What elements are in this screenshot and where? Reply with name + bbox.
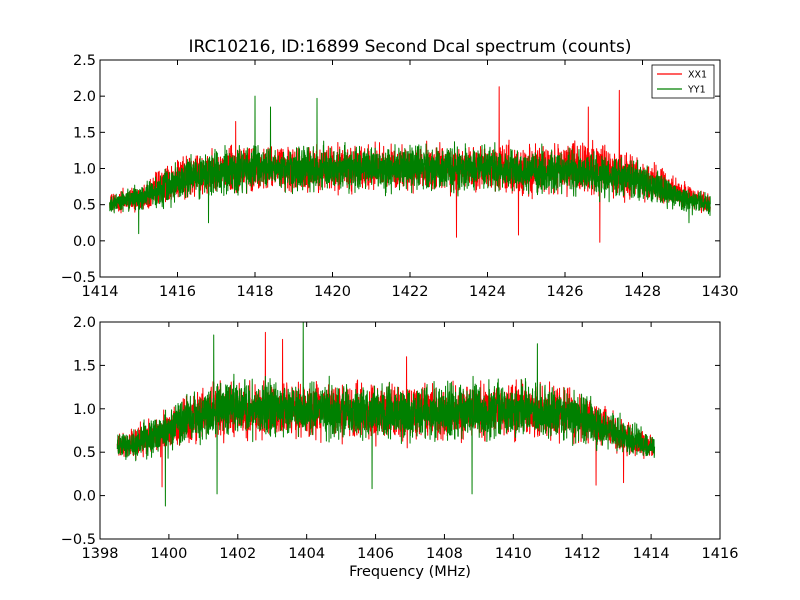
top-panel-frame xyxy=(99,59,721,278)
y-tick-label: 2.0 xyxy=(73,315,96,331)
y-tick-label: 2.5 xyxy=(73,53,96,69)
y-tick-label: 1.5 xyxy=(73,125,96,141)
y-tick-label: 0.0 xyxy=(73,234,96,250)
y-tick-label: 0.5 xyxy=(73,198,96,214)
top-panel-ticks: 1414 1416 1418 1420 1422 1424 1426 1428 1430 −0.5… xyxy=(61,53,739,300)
x-tick-label: 1406 xyxy=(357,546,394,562)
x-tick-label: 1426 xyxy=(547,284,584,300)
legend-label-xx1: XX1 xyxy=(688,70,707,81)
x-tick-label: 1420 xyxy=(314,284,351,300)
x-tick-label: 1430 xyxy=(702,284,739,300)
top-panel: 1414 1416 1418 1420 1422 1424 1426 1428 1430 −0.5… xyxy=(61,53,739,300)
x-tick-label: 1428 xyxy=(624,284,661,300)
x-tick-label: 1414 xyxy=(82,284,119,300)
y-tick-label: 2.0 xyxy=(73,89,96,105)
x-tick-label: 1402 xyxy=(219,546,256,562)
x-tick-label: 1416 xyxy=(702,546,739,562)
series-yy1-line xyxy=(109,95,711,235)
y-tick-label: 1.5 xyxy=(73,358,96,374)
bottom-panel-ticks: 1398 1400 1402 1404 1406 1408 1410 1412 1414 1416… xyxy=(61,315,739,562)
x-tick-label: 1398 xyxy=(82,546,119,562)
bottom-panel-frame xyxy=(99,321,721,540)
y-tick-label: 1.0 xyxy=(73,402,96,418)
series-yy1-line xyxy=(116,321,656,507)
top-panel-legend: XX1 YY1 xyxy=(651,64,715,99)
x-tick-label: 1404 xyxy=(288,546,325,562)
figure-title: IRC10216, ID:16899 Second Dcal spectrum … xyxy=(189,37,632,57)
y-tick-label: −0.5 xyxy=(61,270,96,286)
x-tick-label: 1424 xyxy=(469,284,506,300)
bottom-panel: 1398 1400 1402 1404 1406 1408 1410 1412 1414 1416… xyxy=(61,315,739,562)
x-tick-label: 1410 xyxy=(495,546,532,562)
y-tick-label: 0.0 xyxy=(73,489,96,505)
top-panel-lines xyxy=(109,86,711,243)
y-tick-label: 1.0 xyxy=(73,162,96,178)
x-tick-label: 1422 xyxy=(392,284,429,300)
x-tick-label: 1418 xyxy=(237,284,274,300)
y-tick-label: 0.5 xyxy=(73,445,96,461)
x-tick-label: 1400 xyxy=(150,546,187,562)
bottom-panel-lines xyxy=(116,321,656,507)
x-axis-label: Frequency (MHz) xyxy=(349,564,471,580)
legend-box xyxy=(651,64,715,99)
x-tick-label: 1408 xyxy=(426,546,463,562)
x-tick-label: 1414 xyxy=(633,546,670,562)
x-tick-label: 1412 xyxy=(564,546,601,562)
legend-label-yy1: YY1 xyxy=(687,85,706,96)
y-tick-label: −0.5 xyxy=(61,532,96,548)
x-tick-label: 1416 xyxy=(159,284,196,300)
